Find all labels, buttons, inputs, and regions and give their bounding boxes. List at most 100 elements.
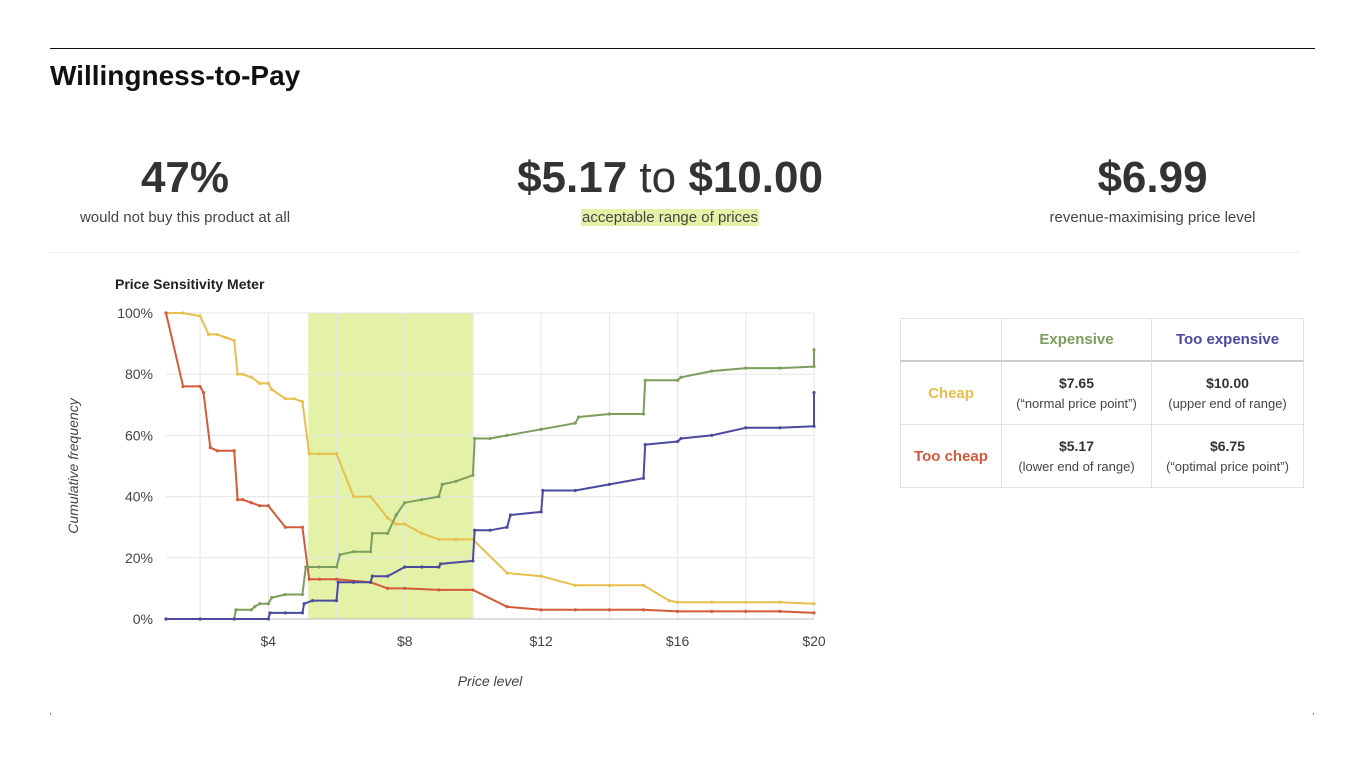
series-point-too-cheap	[573, 608, 577, 612]
series-point-too-cheap	[317, 577, 322, 581]
series-point-too-expensive	[573, 488, 577, 493]
series-point-expensive	[258, 602, 262, 606]
series-point-cheap	[249, 375, 253, 379]
series-point-cheap	[307, 452, 311, 456]
series-point-expensive	[539, 427, 543, 431]
series-point-cheap	[505, 571, 509, 575]
cell-note: (upper end of range)	[1168, 396, 1287, 411]
stat-acceptable-range: $5.17 to $10.00 acceptable range of pric…	[480, 150, 860, 226]
series-point-too-expensive	[812, 390, 816, 395]
price-sensitivity-chart: Price Sensitivity Meter 0% 20% 40% 60% 80% 10…	[65, 276, 826, 689]
series-point-too-expensive	[283, 611, 287, 615]
series-point-cheap	[351, 495, 356, 499]
series-point-expensive	[812, 364, 816, 369]
series-point-too-cheap	[607, 608, 611, 612]
series-point-too-cheap	[181, 384, 185, 389]
series-point-expensive	[812, 348, 816, 352]
col-header-too-expensive: Too expensive	[1151, 318, 1304, 362]
series-point-too-expensive	[539, 510, 543, 514]
series-point-too-expensive	[198, 617, 202, 621]
series-line-cheap	[166, 312, 815, 605]
series-point-too-cheap	[437, 588, 441, 592]
page-title: Willingness-to-Pay	[50, 60, 301, 91]
series-point-cheap	[266, 381, 270, 385]
series-point-cheap	[667, 599, 671, 603]
series-point-expensive	[249, 608, 253, 612]
series-point-expensive	[577, 415, 581, 419]
x-tick-label: $20	[802, 633, 826, 649]
series-point-expensive	[351, 550, 356, 554]
stats-divider	[50, 252, 1300, 253]
series-point-expensive	[334, 565, 339, 569]
series-point-too-expensive	[351, 580, 356, 584]
series-point-expensive	[386, 531, 390, 535]
series-point-expensive	[778, 366, 782, 370]
y-tick-label: 40%	[125, 489, 153, 505]
price-point-table: Expensive Too expensive Cheap $7.65 (“no…	[900, 318, 1304, 488]
series-point-too-expensive	[403, 565, 407, 569]
series-point-cheap	[317, 452, 322, 456]
series-point-cheap	[641, 583, 646, 587]
series-point-too-expensive	[336, 580, 340, 584]
series-point-too-expensive	[420, 565, 424, 569]
series-point-cheap	[270, 387, 274, 392]
series-point-expensive	[744, 366, 748, 370]
series-point-too-expensive	[302, 602, 306, 606]
series-line-expensive	[166, 349, 815, 620]
series-point-too-expensive	[541, 488, 545, 493]
series-point-cheap	[224, 335, 228, 340]
series-point-cheap	[394, 522, 398, 526]
series-point-cheap	[437, 537, 441, 542]
series-point-too-cheap	[198, 384, 202, 389]
series-point-cheap	[215, 332, 219, 337]
series-point-cheap	[232, 338, 236, 343]
stat-revenue-max: $6.99 revenue-maximising price level	[1020, 150, 1285, 226]
series-point-too-expensive	[232, 617, 236, 621]
col-header-too-expensive-label: Too expensive	[1175, 331, 1280, 348]
range-low-value: $5.17	[517, 153, 628, 202]
chart-title: Price Sensitivity Meter	[115, 276, 265, 292]
top-rule	[50, 48, 1315, 49]
x-tick-label: $4	[261, 633, 277, 649]
series-point-too-cheap	[641, 608, 646, 612]
series-point-expensive	[370, 531, 374, 535]
series-point-cheap	[207, 332, 211, 337]
y-tick-label: 20%	[125, 550, 153, 566]
series-point-too-expensive	[369, 580, 373, 584]
y-tick-label: 60%	[125, 427, 153, 443]
series-point-too-cheap	[471, 588, 475, 592]
series-point-too-cheap	[164, 311, 168, 315]
series-point-too-expensive	[311, 599, 315, 603]
series-point-too-cheap	[236, 498, 240, 502]
series-point-expensive	[253, 605, 257, 609]
series-point-too-cheap	[539, 608, 543, 612]
stat-revenue-max-label: revenue-maximising price level	[1049, 209, 1256, 226]
series-point-too-cheap	[744, 609, 748, 613]
series-point-too-cheap	[258, 504, 262, 508]
series-point-expensive	[283, 592, 287, 597]
series-point-too-cheap	[403, 586, 407, 590]
series-point-too-cheap	[386, 586, 390, 590]
cell-value: $10.00	[1206, 375, 1249, 391]
series-point-cheap	[283, 397, 287, 401]
series-point-too-cheap	[232, 449, 236, 453]
series-point-too-expensive	[641, 476, 646, 480]
x-tick-label: $12	[529, 633, 553, 649]
series-point-expensive	[394, 513, 398, 517]
cell-note: (lower end of range)	[1018, 459, 1135, 474]
corner-mark-right	[1313, 713, 1314, 715]
x-axis-label: Price level	[458, 673, 523, 689]
cell-note: (“optimal price point”)	[1166, 459, 1289, 474]
series-point-too-expensive	[607, 482, 611, 486]
row-label-too-cheap: Too cheap	[900, 424, 1002, 488]
series-point-cheap	[386, 516, 390, 520]
series-point-expensive	[641, 412, 646, 416]
y-tick-label: 80%	[125, 366, 153, 382]
series-point-expensive	[679, 375, 683, 379]
series-point-too-expensive	[473, 528, 477, 532]
series-point-too-cheap	[812, 611, 816, 615]
range-to-word: to	[639, 153, 677, 202]
series-point-too-expensive	[300, 611, 305, 615]
series-point-too-expensive	[266, 617, 270, 621]
series-point-too-cheap	[334, 577, 339, 581]
